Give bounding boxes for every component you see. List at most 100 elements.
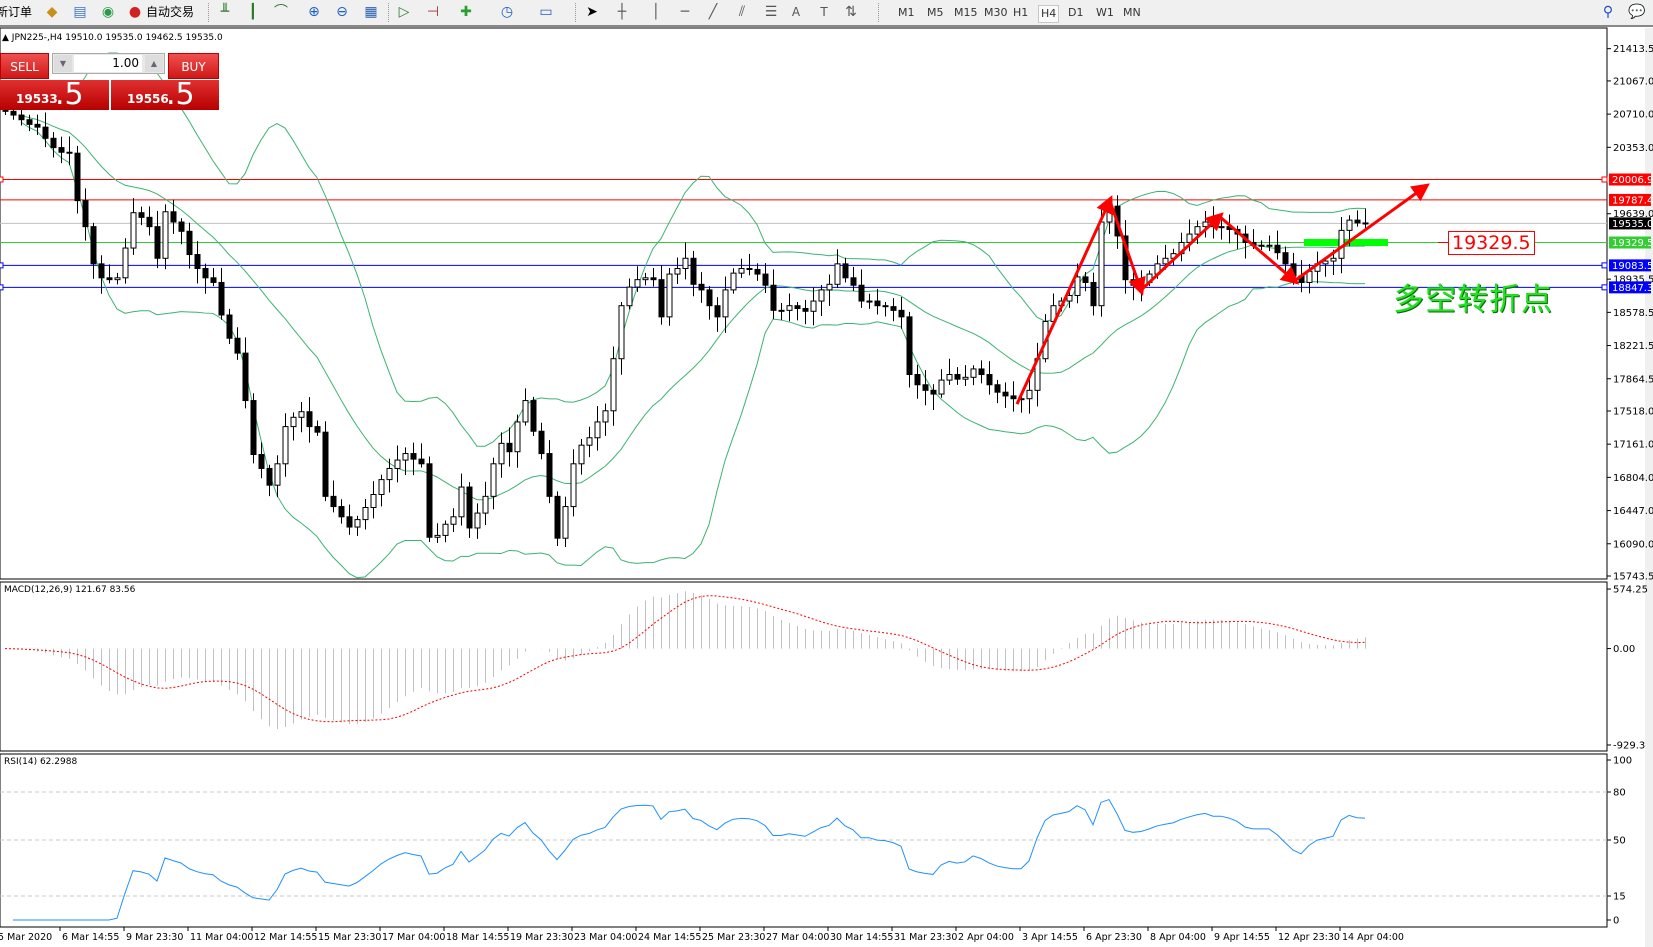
macd-panel: 574.25 0.00 -929.3 [4, 585, 1648, 751]
auto-trading-button[interactable]: 自动交易 [146, 5, 195, 19]
text-label-icon[interactable]: T [820, 5, 828, 19]
toolbar-separator [388, 3, 390, 22]
sell-button[interactable]: SELL [0, 53, 49, 79]
cursor-icon[interactable]: ➤ [586, 4, 598, 20]
candle-bullish [730, 272, 737, 291]
data-window-icon[interactable]: ▤ [73, 4, 87, 20]
crosshair-icon[interactable]: ┼ [617, 4, 627, 20]
market-watch-icon[interactable]: ◆ [46, 4, 58, 20]
navigator-icon[interactable]: ◉ [101, 4, 115, 20]
candle-bullish [1026, 389, 1033, 400]
candle-bearish [706, 289, 713, 307]
price-tag-label: 19329.5 [1612, 238, 1653, 249]
channel-icon[interactable]: ⫽ [738, 4, 746, 20]
vertical-line-icon[interactable]: │ [651, 4, 661, 20]
candle-bearish [906, 316, 913, 376]
timeframe-m30[interactable]: M30 [984, 6, 1008, 19]
candle-bullish [122, 247, 129, 279]
candle-bearish [98, 263, 105, 279]
candle-bullish [1346, 219, 1353, 231]
time-tick-label: 5 Mar 2020 [0, 932, 52, 943]
candle-bullish [778, 309, 785, 312]
periods-clock-icon[interactable]: ◷ [500, 4, 514, 20]
candle-bearish [658, 279, 665, 318]
level-price-label[interactable]: 19329.5 [1448, 231, 1535, 255]
zoom-in-icon[interactable]: ⊕ [308, 4, 320, 20]
timeframe-m5[interactable]: M5 [927, 6, 944, 19]
candle-bearish [58, 147, 65, 153]
candle-bearish [1130, 279, 1137, 286]
candle-bearish [746, 268, 753, 271]
candle-bullish [1330, 257, 1337, 262]
lot-decrease-button[interactable]: ▼ [54, 55, 72, 72]
auto-trading-icon[interactable]: ● [128, 4, 142, 20]
symbol-label: JPN225-,H4 [11, 33, 63, 43]
candle-bullish [738, 268, 745, 274]
arrows-icon[interactable]: ⇅ [845, 4, 857, 20]
candle-bullish [1186, 233, 1193, 243]
candle-bearish [346, 516, 353, 528]
trendline-icon[interactable]: ╱ [708, 4, 718, 20]
candle-bullish [514, 421, 521, 453]
price-tick-label: 21067.0 [1613, 76, 1653, 87]
sell-price-button[interactable]: 19533 .5 [0, 80, 109, 110]
buy-price-fraction: .5 [166, 77, 195, 112]
candle-bearish [330, 495, 337, 508]
candle-bearish [546, 453, 553, 497]
zigzag-arrows [1015, 183, 1430, 405]
bar-chart-icon[interactable]: ╨ [220, 4, 230, 20]
time-axis: 5 Mar 2020 6 Mar 14:55 9 Mar 23:30 11 Mar 0… [0, 927, 1404, 943]
timeframe-d1[interactable]: D1 [1068, 6, 1084, 19]
timeframe-m1[interactable]: M1 [898, 6, 915, 19]
candle-bullish [130, 212, 137, 249]
price-tick-label: 19639.0 [1613, 209, 1653, 220]
candle-bearish [762, 273, 769, 286]
candle-bearish [858, 284, 865, 302]
timeframe-h4[interactable]: H4 [1038, 5, 1060, 23]
timeframe-h1[interactable]: H1 [1013, 6, 1029, 19]
text-icon[interactable]: A [791, 5, 801, 19]
tile-windows-icon[interactable]: ▦ [364, 4, 378, 20]
ohlc-values: 19510.0 19535.0 19462.5 19535.0 [65, 33, 223, 43]
price-tag [1609, 236, 1651, 249]
lot-size-input[interactable]: 1.00 [74, 55, 142, 72]
search-icon[interactable]: ⚲ [1602, 4, 1614, 20]
templates-icon[interactable]: ▭ [539, 4, 553, 20]
candle-bullish [354, 519, 361, 528]
candle-bullish [1074, 276, 1081, 296]
candle-bullish [578, 444, 585, 465]
fibonacci-icon[interactable]: ☰ [764, 4, 778, 20]
chat-icon[interactable]: 💬 [1628, 4, 1646, 20]
candle-bearish [186, 230, 193, 256]
timeframe-w1[interactable]: W1 [1096, 6, 1114, 19]
zoom-out-icon[interactable]: ⊖ [336, 4, 348, 20]
auto-scroll-icon[interactable]: ⊣ [426, 4, 440, 20]
timeframe-m15[interactable]: M15 [954, 6, 978, 19]
buy-button[interactable]: BUY [168, 53, 219, 79]
rsi-panel: 100 80 50 15 0 [0, 756, 1632, 927]
candle-bullish [370, 493, 377, 509]
candlestick-chart-icon[interactable]: ┃ [248, 4, 258, 20]
price-tag [1609, 259, 1651, 272]
time-tick-label: 17 Mar 04:00 [382, 932, 445, 943]
pivot-point-text[interactable]: 多空转折点 [1393, 282, 1553, 318]
new-order-button[interactable]: 新订单 [0, 5, 33, 19]
candle-bearish [690, 257, 697, 285]
line-chart-icon[interactable]: ⌒ [274, 4, 288, 20]
candle-bullish [282, 426, 289, 465]
time-tick-label: 30 Mar 14:55 [830, 932, 893, 943]
timeframe-mn[interactable]: MN [1123, 6, 1141, 19]
lot-increase-button[interactable]: ▲ [145, 55, 163, 72]
time-tick-label: 11 Mar 04:00 [190, 932, 253, 943]
buy-price-button[interactable]: 19556 .5 [111, 80, 219, 110]
rsi-axis-label: 0 [1613, 916, 1619, 927]
chart-shift-icon[interactable]: ▷ [398, 4, 410, 20]
candle-bearish [898, 309, 905, 318]
indicators-icon[interactable]: ✚ [460, 4, 472, 20]
collapse-triangle-icon[interactable]: ▲ [2, 33, 9, 43]
candle-bearish [234, 337, 241, 354]
candle-bearish [1354, 219, 1361, 224]
horizontal-line-icon[interactable]: ─ [680, 4, 690, 20]
level-label-connector [1438, 242, 1448, 243]
